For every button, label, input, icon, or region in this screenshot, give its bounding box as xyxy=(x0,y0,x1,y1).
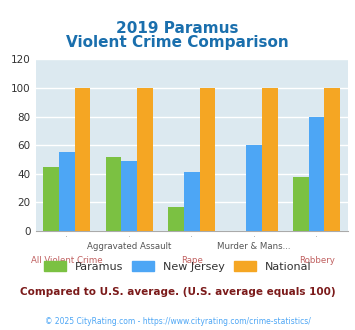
Bar xyxy=(75,88,90,231)
Bar xyxy=(309,116,324,231)
Bar xyxy=(200,88,215,231)
Bar xyxy=(324,88,340,231)
Bar xyxy=(168,207,184,231)
Text: All Violent Crime: All Violent Crime xyxy=(31,256,103,265)
Text: Aggravated Assault: Aggravated Assault xyxy=(87,242,171,251)
Bar xyxy=(59,152,75,231)
Bar xyxy=(262,88,278,231)
Text: © 2025 CityRating.com - https://www.cityrating.com/crime-statistics/: © 2025 CityRating.com - https://www.city… xyxy=(45,317,310,326)
Text: Compared to U.S. average. (U.S. average equals 100): Compared to U.S. average. (U.S. average … xyxy=(20,287,335,297)
Bar xyxy=(43,167,59,231)
Legend: Paramus, New Jersey, National: Paramus, New Jersey, National xyxy=(39,256,316,276)
Text: Murder & Mans...: Murder & Mans... xyxy=(217,242,291,251)
Bar xyxy=(121,161,137,231)
Bar xyxy=(106,157,121,231)
Text: Rape: Rape xyxy=(181,256,203,265)
Bar xyxy=(137,88,153,231)
Text: 2019 Paramus: 2019 Paramus xyxy=(116,21,239,36)
Bar xyxy=(293,177,309,231)
Text: Robbery: Robbery xyxy=(299,256,335,265)
Bar xyxy=(246,145,262,231)
Bar xyxy=(184,172,200,231)
Text: Violent Crime Comparison: Violent Crime Comparison xyxy=(66,35,289,50)
